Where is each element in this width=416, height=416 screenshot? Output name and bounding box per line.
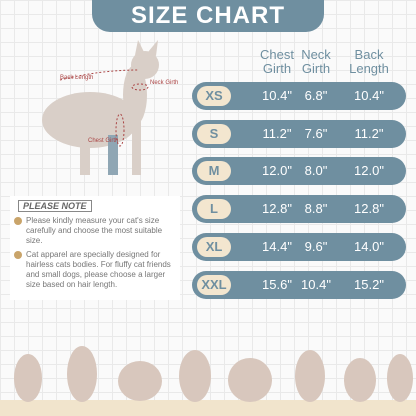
note-box: PLEASE NOTE Please kindly measure your c… <box>10 196 180 300</box>
bullet <box>14 251 22 259</box>
table-row: L 12.8" 8.8" 12.8" <box>192 195 406 224</box>
table-row: XS 10.4" 6.8" 10.4" <box>192 82 406 110</box>
table-cell: 9.6" <box>304 238 328 254</box>
table-cell: 12.0" <box>262 163 292 179</box>
table-cell: 11.2" <box>262 125 292 141</box>
table-cell: 6.8" <box>304 88 328 103</box>
table-cell: 10.4" <box>262 88 292 103</box>
table-cell: 8.8" <box>304 201 328 217</box>
size-label: XL <box>197 236 231 257</box>
table-row: XXL 15.6" 10.4" 15.2" <box>192 270 406 299</box>
note-item: Cat apparel are specially designed for h… <box>14 250 176 290</box>
note-text: Please kindly measure your cat's size ca… <box>26 216 163 245</box>
note-text: Cat apparel are specially designed for h… <box>26 250 171 289</box>
table-row: M 12.0" 8.0" 12.0" <box>192 157 406 186</box>
table-cell: 12.0" <box>354 163 384 179</box>
column-header: Back Length <box>349 47 389 76</box>
table-cell: 11.2" <box>354 125 384 141</box>
column-header: Chest Girth <box>260 47 294 76</box>
table-cell: 14.4" <box>262 238 292 254</box>
column-header: Neck Girth <box>301 47 331 76</box>
table-cell: 12.8" <box>262 201 292 217</box>
cats-illustration <box>0 346 416 416</box>
table-cell: 14.0" <box>354 238 384 254</box>
diagram-label: Neck Girth <box>150 80 179 86</box>
table-cell: 10.4" <box>354 88 384 103</box>
cat-illustration <box>42 40 159 175</box>
size-label: S <box>197 123 231 144</box>
table-cell: 10.4" <box>301 276 331 292</box>
diagram-label: Back Length <box>60 75 94 81</box>
size-label: XXL <box>197 274 231 295</box>
table-row: S 11.2" 7.6" 11.2" <box>192 119 406 148</box>
diagram-label: Chest Girth <box>88 138 119 144</box>
note-title: PLEASE NOTE <box>18 200 92 212</box>
table-cell: 7.6" <box>304 125 328 141</box>
table-cell: 12.8" <box>354 201 384 217</box>
size-label: M <box>197 161 231 182</box>
note-item: Please kindly measure your cat's size ca… <box>14 216 176 246</box>
table-row: XL 14.4" 9.6" 14.0" <box>192 232 406 261</box>
table-cell: 15.6" <box>262 276 292 292</box>
size-label: L <box>197 199 231 220</box>
size-label: XS <box>197 86 231 106</box>
title: SIZE CHART <box>92 0 324 32</box>
table-cell: 8.0" <box>304 163 328 179</box>
table-cell: 15.2" <box>354 276 384 292</box>
bullet <box>14 217 22 225</box>
